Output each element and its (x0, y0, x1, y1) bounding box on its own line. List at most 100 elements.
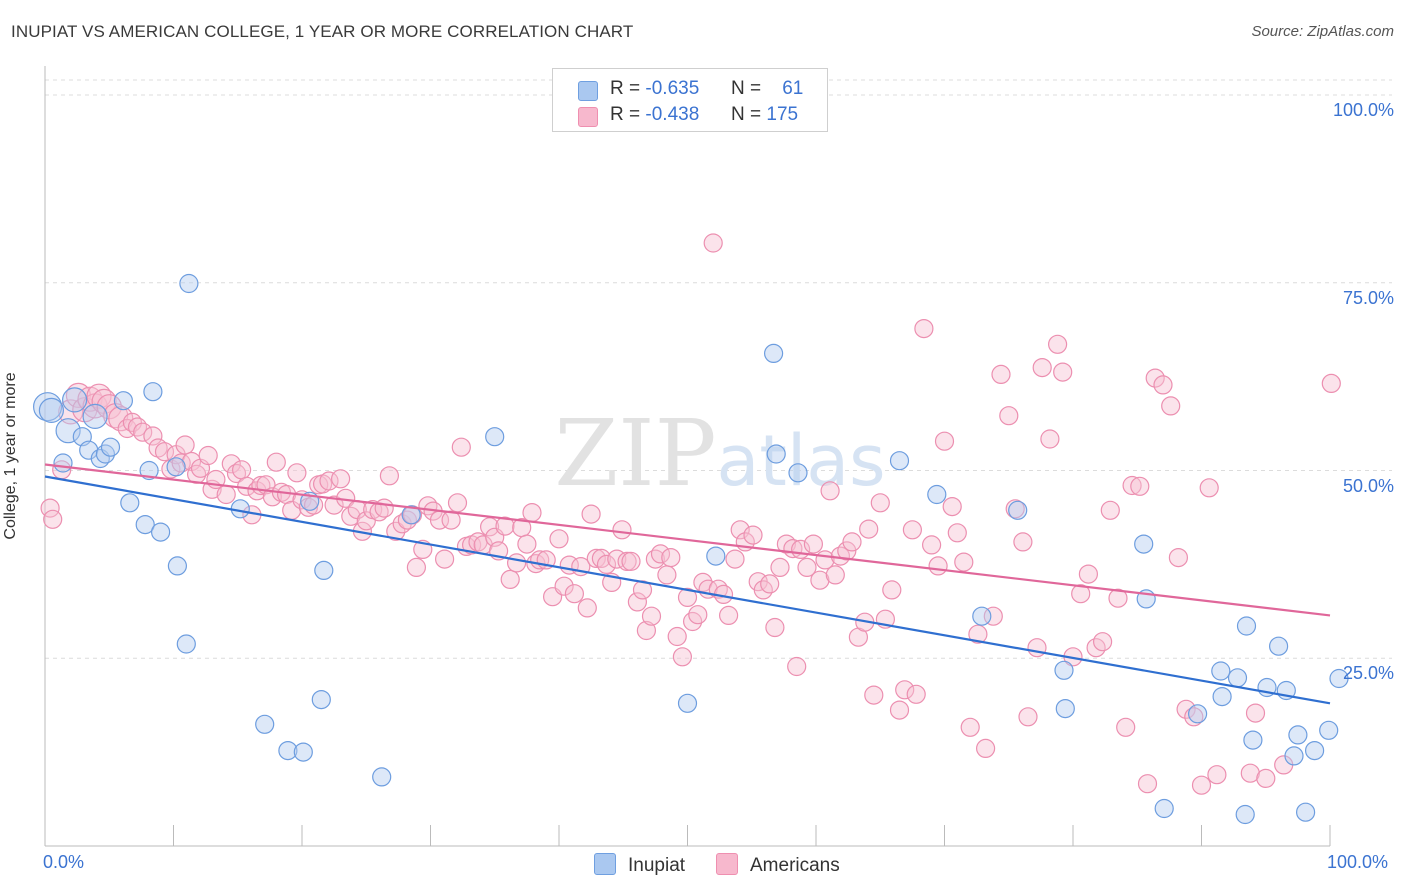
americans-point (554, 576, 574, 596)
americans-point (1207, 765, 1227, 785)
americans-point (810, 570, 830, 590)
inupiat-point (255, 714, 275, 734)
americans-point (447, 493, 468, 513)
americans-point (1245, 703, 1266, 723)
series-swatch-inupiat (594, 853, 616, 875)
americans-point (797, 557, 817, 578)
inupiat-point (82, 403, 108, 429)
americans-point (374, 498, 394, 518)
americans-point (657, 565, 677, 585)
americans-point (232, 460, 252, 480)
inupiat-point (1008, 500, 1028, 520)
americans-point (406, 557, 426, 578)
americans-point (661, 547, 681, 568)
inupiat-point (151, 522, 171, 542)
inupiat-point (1212, 686, 1232, 707)
americans-point (171, 453, 191, 473)
inupiat-point (143, 382, 163, 402)
americans-point (1130, 476, 1150, 496)
legend-swatch-inupiat (578, 81, 598, 101)
americans-point (725, 549, 745, 569)
inupiat-point (314, 560, 334, 581)
americans-point (947, 523, 967, 543)
americans-point (914, 319, 934, 339)
americans-point (226, 463, 247, 484)
americans-point (870, 493, 890, 513)
inupiat-point (176, 634, 196, 654)
americans-point (331, 469, 351, 489)
inupiat-point (1319, 720, 1339, 740)
inupiat-point (972, 606, 992, 626)
americans-point (627, 592, 648, 612)
inupiat-point (401, 505, 421, 525)
americans-point (1153, 375, 1173, 395)
inupiat-point (706, 546, 726, 566)
americans-point (1013, 532, 1033, 552)
americans-point (287, 463, 307, 483)
americans-point (1240, 763, 1260, 783)
americans-point (500, 569, 520, 590)
inupiat-point (1295, 802, 1316, 822)
inupiat-point (120, 493, 140, 513)
y-tick-label: 75.0% (1342, 287, 1394, 308)
inupiat-point (1227, 668, 1248, 688)
inupiat-point (311, 689, 331, 710)
americans-point (1040, 429, 1060, 449)
inupiat-point (1211, 661, 1231, 681)
americans-point (577, 598, 597, 618)
americans-point (1071, 584, 1091, 604)
americans-point (386, 521, 406, 541)
inupiat-points (32, 273, 1349, 825)
inupiat-point (1134, 534, 1154, 554)
americans-point (127, 417, 148, 437)
legend-n-label: N = (731, 104, 762, 125)
series-swatch-americans (716, 853, 738, 875)
legend-n-label: N = (731, 78, 762, 99)
americans-point (975, 738, 996, 759)
source-label: Source: ZipAtlas.com (1251, 23, 1394, 40)
inupiat-point (53, 453, 73, 473)
americans-point (730, 520, 750, 540)
americans-point (319, 471, 339, 491)
inupiat-point (788, 463, 808, 483)
y-tick-label: 100.0% (1332, 100, 1394, 121)
inupiat-point (763, 343, 784, 363)
americans-point (148, 438, 168, 458)
americans-point (379, 466, 399, 486)
americans-point (435, 549, 455, 569)
americans-point (837, 541, 857, 561)
americans-point (928, 556, 948, 576)
americans-point (451, 437, 471, 457)
americans-point (825, 565, 845, 585)
series-label-americans: Americans (750, 855, 840, 876)
americans-point (864, 685, 884, 705)
inupiat-trend-line (44, 475, 1331, 705)
americans-point (549, 529, 569, 549)
americans-point (596, 554, 617, 575)
americans-point (1116, 717, 1136, 737)
americans-point (266, 452, 286, 472)
americans-point (718, 605, 739, 626)
americans-point (677, 587, 698, 608)
americans-point (934, 431, 955, 451)
inupiat-point (55, 418, 81, 444)
axes (44, 66, 1331, 847)
americans-point (954, 552, 974, 572)
americans-point (522, 502, 542, 523)
americans-point (983, 606, 1003, 626)
americans-point (143, 426, 163, 446)
americans-point (942, 497, 962, 517)
americans-point (1047, 334, 1068, 354)
americans-point (1100, 500, 1120, 520)
inupiat-point (139, 460, 159, 481)
americans-point (506, 553, 527, 573)
y-tick-label: 50.0% (1342, 475, 1394, 496)
x-tick-label-min: 0.0% (43, 852, 85, 872)
americans-point (1137, 774, 1158, 794)
americans-point (645, 549, 666, 569)
americans-point (667, 626, 687, 647)
americans-point (1256, 768, 1276, 789)
inupiat-point (278, 740, 298, 761)
americans-point (43, 509, 63, 529)
americans-point (1145, 368, 1165, 388)
